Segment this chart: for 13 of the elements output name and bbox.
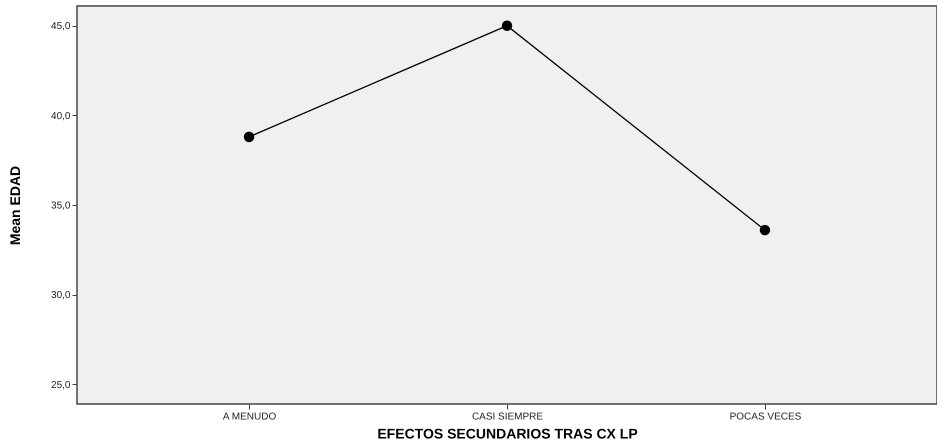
y-tick-label: 40,0 xyxy=(51,110,71,122)
point xyxy=(502,20,512,31)
x-tick-label: A MENUDO xyxy=(222,412,276,422)
x-tick-label: POCAS VECES xyxy=(730,412,802,422)
point xyxy=(760,224,770,236)
y-axis-title: Mean EDAD xyxy=(7,166,24,246)
y-tick-label: 25,0 xyxy=(51,380,71,391)
y-tick-label: 35,0 xyxy=(51,200,71,212)
y-tick-label: 45,0 xyxy=(51,21,71,32)
x-axis-title: EFECTOS SECUNDARIOS TRAS CX LP xyxy=(377,426,638,442)
x-tick-label: CASI SIEMPRE xyxy=(472,412,544,422)
y-tick-label: 30,0 xyxy=(51,290,71,302)
point xyxy=(244,132,254,142)
